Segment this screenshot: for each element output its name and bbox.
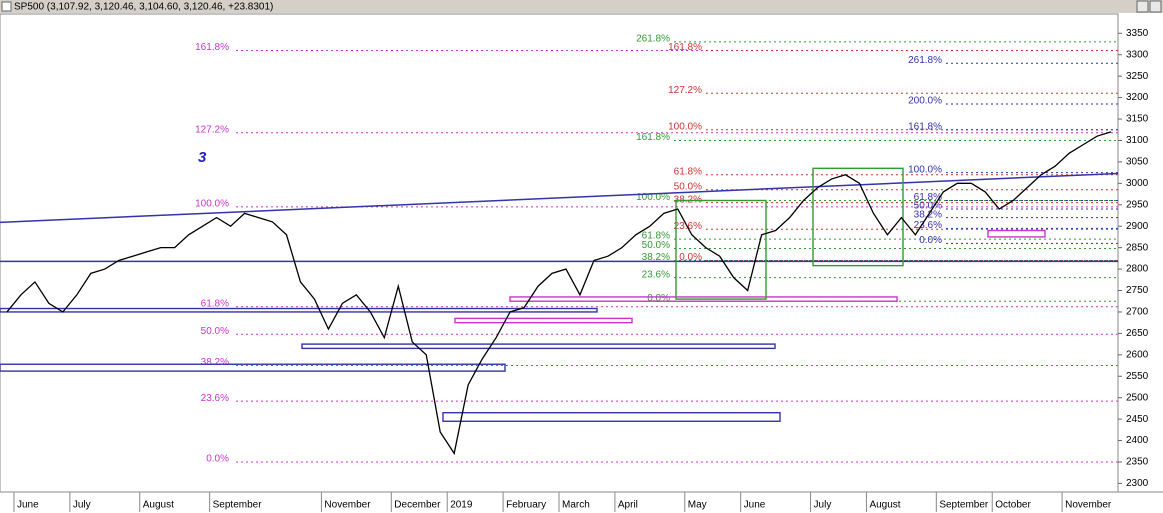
wave-annotation: 3 <box>198 149 207 166</box>
y-tick-label: 2600 <box>1126 349 1149 360</box>
zone-box <box>812 167 904 267</box>
zone-box <box>675 199 767 300</box>
y-tick-label: 2800 <box>1126 264 1149 275</box>
fib-label: 38.2% <box>642 252 670 263</box>
x-tick-label: June <box>744 500 766 511</box>
y-tick-label: 2750 <box>1126 285 1149 296</box>
x-tick-label: February <box>506 500 546 511</box>
fib-label: 127.2% <box>195 124 229 135</box>
fib-label: 161.8% <box>908 121 942 132</box>
y-tick-label: 2350 <box>1126 457 1149 468</box>
zone-box <box>0 363 506 372</box>
x-tick-label: March <box>562 500 590 511</box>
y-tick-label: 2900 <box>1126 221 1149 232</box>
x-tick-label: September <box>939 500 989 511</box>
fib-label: 200.0% <box>908 96 942 107</box>
y-tick-label: 3150 <box>1126 114 1149 125</box>
y-tick-label: 2500 <box>1126 392 1149 403</box>
fib-label: 50.0% <box>201 326 229 337</box>
fib-label: 23.6% <box>642 269 670 280</box>
fib-label: 127.2% <box>668 85 702 96</box>
fib-label: 50.0% <box>674 181 702 192</box>
y-tick-label: 2450 <box>1126 414 1149 425</box>
fib-label: 161.8% <box>636 132 670 143</box>
fib-label: 261.8% <box>908 55 942 66</box>
chart-title: SP500 (3,107.92, 3,120.46, 3,104.60, 3,1… <box>14 2 273 13</box>
x-tick-label: November <box>1065 500 1112 511</box>
y-tick-label: 3300 <box>1126 49 1149 60</box>
fib-label: 0.0% <box>679 252 702 263</box>
zone-box <box>509 296 898 302</box>
y-tick-label: 2850 <box>1126 242 1149 253</box>
y-tick-label: 3200 <box>1126 92 1149 103</box>
x-tick-label: June <box>17 500 39 511</box>
x-tick-label: August <box>869 500 900 511</box>
fib-label: 23.6% <box>201 393 229 404</box>
price-line <box>6 131 1112 456</box>
fib-label: 50.0% <box>642 240 670 251</box>
x-tick-label: July <box>73 500 91 511</box>
fib-label: 61.8% <box>201 298 229 309</box>
x-tick-label: December <box>394 500 441 511</box>
y-tick-label: 2950 <box>1126 199 1149 210</box>
fib-label: 0.0% <box>647 293 670 304</box>
y-tick-label: 2400 <box>1126 435 1149 446</box>
zone-box <box>442 411 781 422</box>
x-tick-label: July <box>814 500 832 511</box>
zone-box <box>301 343 776 350</box>
fib-label: 100.0% <box>908 164 942 175</box>
restore-button[interactable] <box>1136 0 1149 13</box>
fib-label: 100.0% <box>636 192 670 203</box>
fib-label: 38.2% <box>201 357 229 368</box>
x-tick-label: August <box>143 500 174 511</box>
fib-label: 100.0% <box>195 199 229 210</box>
fib-label: 261.8% <box>636 34 670 45</box>
y-tick-label: 3250 <box>1126 71 1149 82</box>
zone-box <box>0 307 598 313</box>
zone-box <box>987 229 1046 238</box>
x-tick-label: April <box>618 500 638 511</box>
y-tick-label: 2650 <box>1126 328 1149 339</box>
y-tick-label: 2550 <box>1126 371 1149 382</box>
zone-box <box>454 317 633 324</box>
x-tick-label: September <box>213 500 263 511</box>
y-tick-label: 3100 <box>1126 135 1149 146</box>
trend-line <box>0 172 1119 224</box>
x-tick-label: November <box>324 500 371 511</box>
x-tick-label: October <box>995 500 1031 511</box>
close-button[interactable] <box>1149 0 1162 13</box>
fib-label: 0.0% <box>919 235 942 246</box>
y-tick-label: 3050 <box>1126 157 1149 168</box>
plot-area <box>0 13 1119 493</box>
x-tick-label: 2019 <box>450 500 473 511</box>
fib-label: 161.8% <box>668 42 702 53</box>
fib-label: 61.8% <box>642 231 670 242</box>
fib-label: 23.6% <box>914 220 942 231</box>
fib-label: 100.0% <box>668 121 702 132</box>
y-tick-label: 2300 <box>1126 478 1149 489</box>
y-tick-label: 3350 <box>1126 28 1149 39</box>
fib-label: 0.0% <box>206 454 229 465</box>
fib-label: 61.8% <box>674 166 702 177</box>
fib-label: 161.8% <box>195 42 229 53</box>
x-tick-label: May <box>688 500 707 511</box>
title-bar <box>0 0 1163 13</box>
fib-label: 50.0% <box>914 201 942 212</box>
window-icon <box>1 1 12 12</box>
fib-label: 38.2% <box>674 194 702 205</box>
y-tick-label: 2700 <box>1126 307 1149 318</box>
fib-label: 61.8% <box>914 192 942 203</box>
y-tick-label: 3000 <box>1126 178 1149 189</box>
